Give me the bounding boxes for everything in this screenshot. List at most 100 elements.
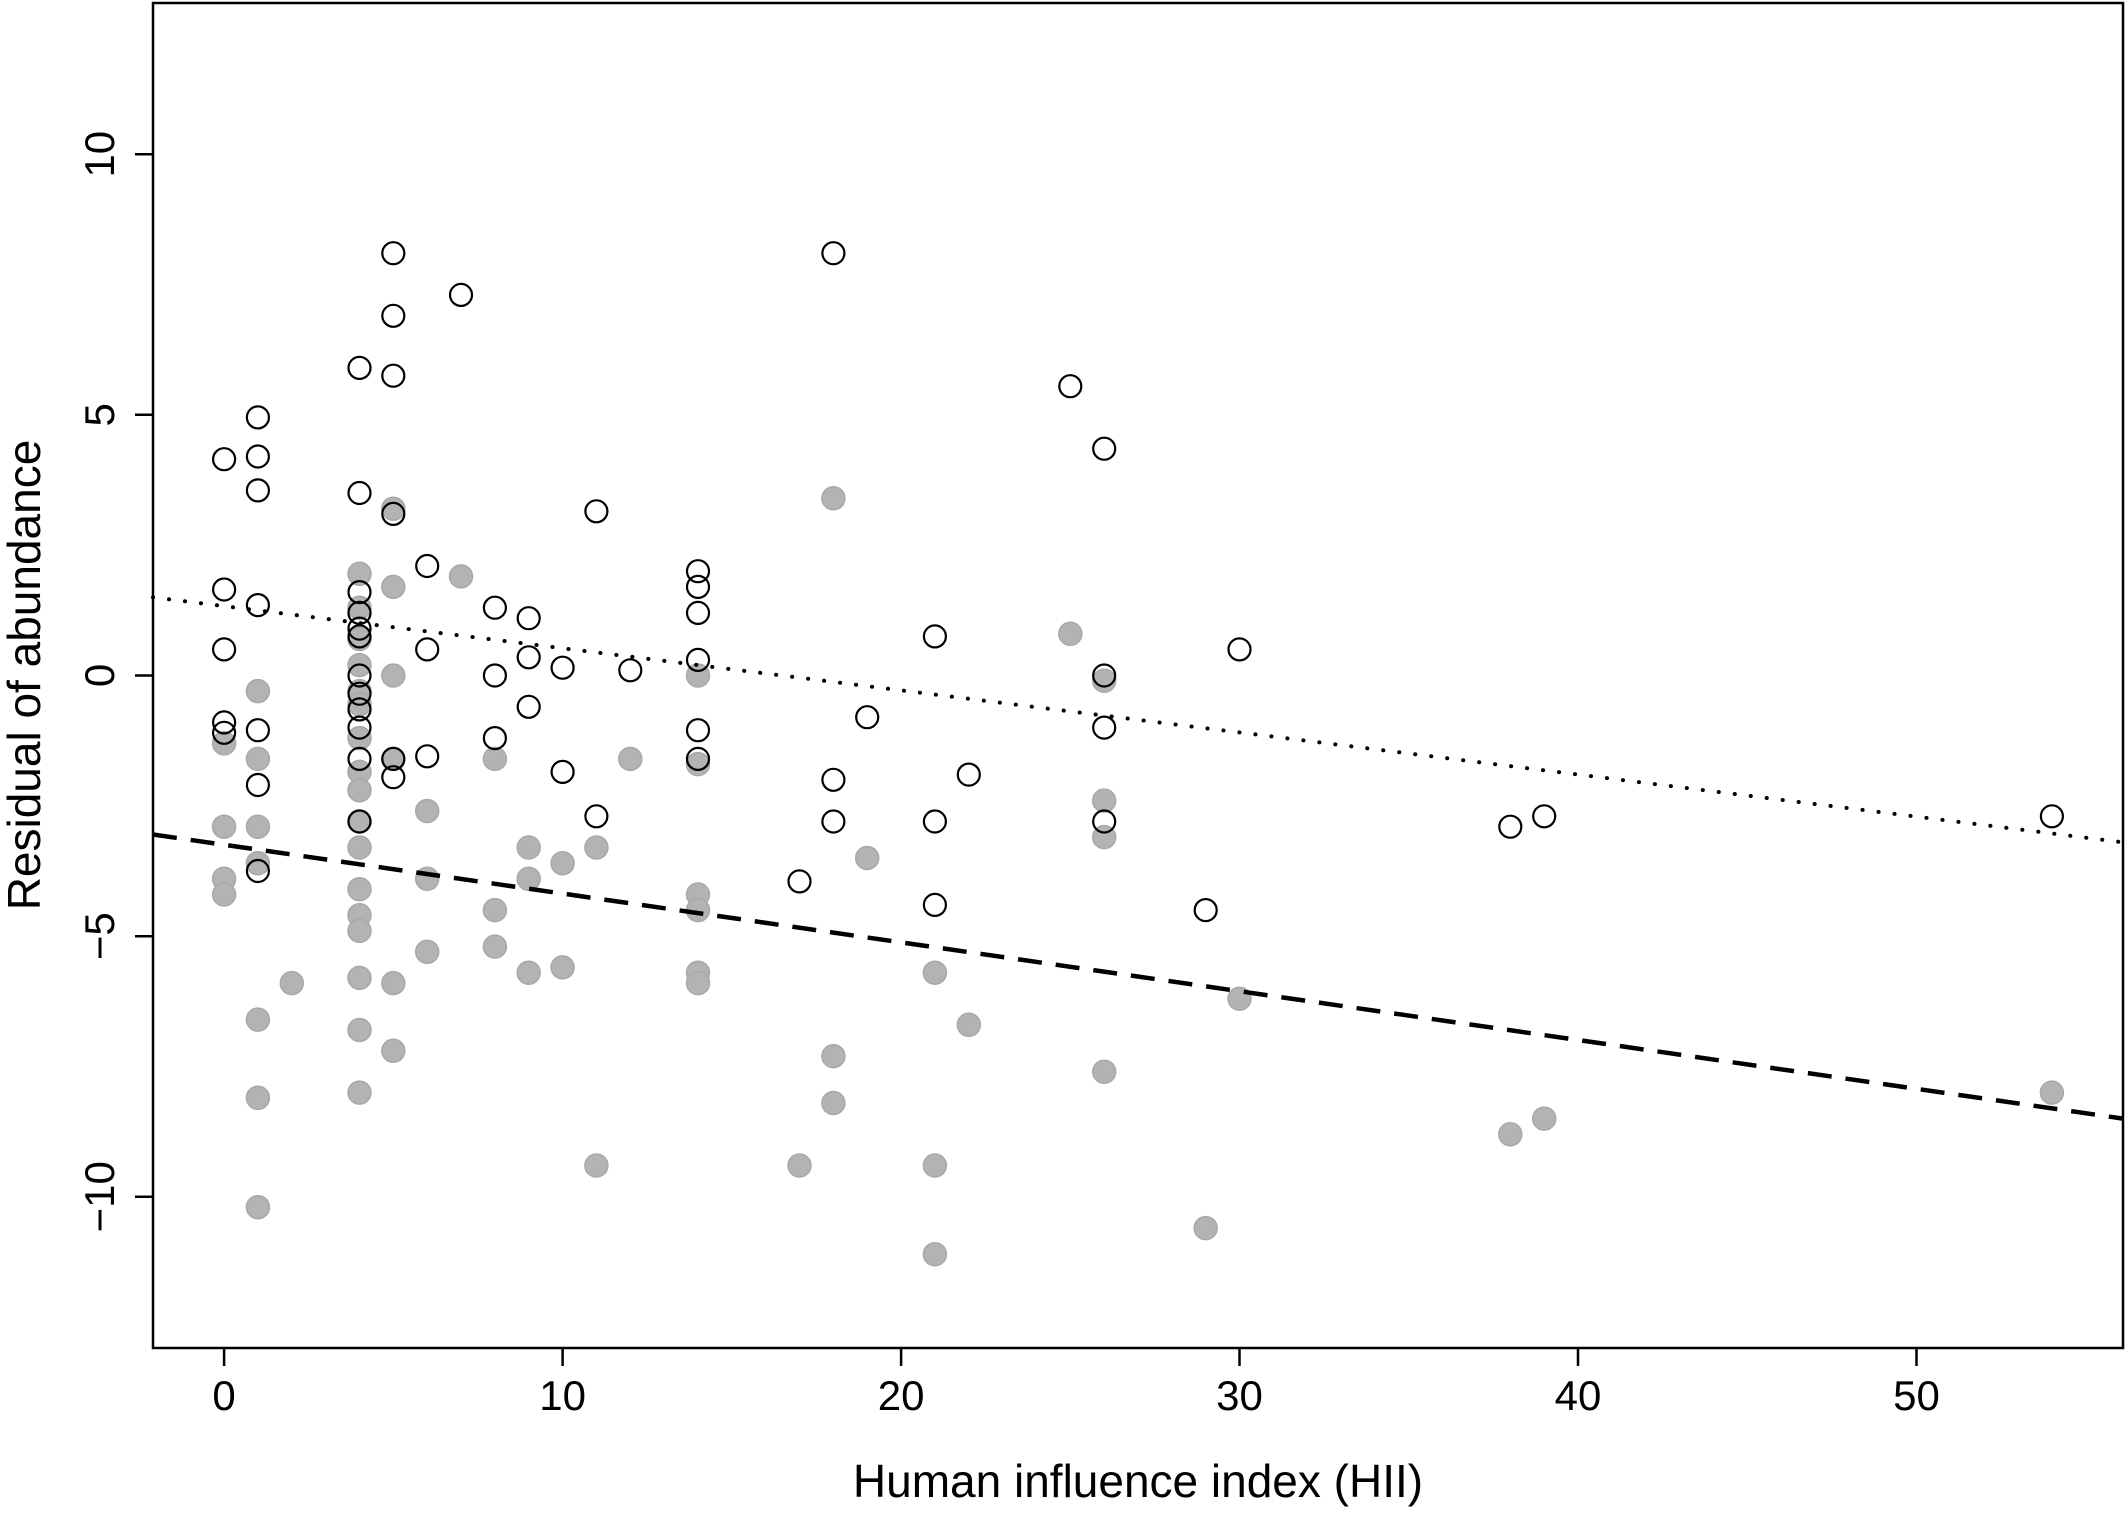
open-circle-point xyxy=(956,762,981,787)
filled-circle-point xyxy=(821,1090,846,1116)
filled-circle-point xyxy=(414,798,440,824)
open-circle-point xyxy=(347,681,372,706)
filled-circle-point xyxy=(381,496,406,521)
open-circle-point xyxy=(685,647,711,673)
filled-circle-point xyxy=(381,574,406,600)
x-tick-label: 20 xyxy=(878,1372,925,1419)
filled-circle-point xyxy=(821,1043,846,1069)
open-circle-point xyxy=(381,303,406,328)
filled-circle-point xyxy=(279,970,305,996)
y-tick-label: −10 xyxy=(76,1161,123,1232)
open-circle-point xyxy=(855,705,880,730)
open-circle-point xyxy=(821,241,846,266)
open-circle-point xyxy=(685,600,711,626)
open-circle-point xyxy=(245,478,270,503)
open-circle-point xyxy=(482,663,507,688)
y-tick-label: 10 xyxy=(76,131,123,178)
filled-circle-point xyxy=(347,835,372,860)
open-circle-point xyxy=(584,804,609,829)
filled-circle-point xyxy=(1091,788,1117,813)
open-circle-point xyxy=(245,592,270,618)
open-circle-point xyxy=(347,616,372,641)
open-circle-point xyxy=(787,869,812,894)
trend-lines-layer xyxy=(151,595,2125,1121)
open-circle-point xyxy=(245,444,270,469)
x-tick-label: 50 xyxy=(1893,1372,1940,1419)
filled-circle-point xyxy=(245,1007,271,1032)
filled-circle-point xyxy=(381,970,406,996)
open-circle-point xyxy=(685,574,711,600)
open-circle-point xyxy=(482,595,507,620)
open-circle-point xyxy=(821,809,846,834)
filled-circle-point xyxy=(347,965,372,991)
filled-circle-point xyxy=(516,835,541,860)
filled-circle-point xyxy=(1531,1106,1557,1131)
open-circle-point xyxy=(381,501,406,527)
filled-circle-point xyxy=(245,1085,271,1111)
y-tick-label: −5 xyxy=(76,912,123,960)
dashed-trend-line xyxy=(152,832,2124,1121)
x-tick-label: 40 xyxy=(1555,1372,1602,1419)
open-circle-point xyxy=(1227,637,1252,662)
open-circle-point xyxy=(618,658,643,683)
filled-circle-point xyxy=(347,777,372,803)
x-axis: 0 10 20 30 40 50 xyxy=(212,1348,1940,1419)
open-circle-point xyxy=(584,499,609,524)
open-circle-point xyxy=(347,697,372,722)
filled-circle-point xyxy=(2039,1080,2065,1105)
open-circle-point xyxy=(245,858,270,884)
filled-circle-point xyxy=(922,1153,948,1178)
open-circle-point xyxy=(212,447,237,472)
open-circle-point xyxy=(550,655,575,680)
open-circle-point xyxy=(212,577,237,602)
open-circle-point xyxy=(685,559,711,584)
open-circle-point xyxy=(347,746,372,772)
open-circle-point xyxy=(212,720,237,745)
open-circle-point xyxy=(685,746,711,772)
open-circle-point xyxy=(922,624,948,649)
filled-circle-point xyxy=(1498,1122,1523,1147)
filled-circle-point xyxy=(685,751,711,777)
y-tick-label: 0 xyxy=(76,664,123,687)
filled-circle-point xyxy=(550,850,575,876)
filled-circle-point xyxy=(211,882,237,907)
open-circle-point xyxy=(212,710,237,735)
filled-circle-point xyxy=(347,1017,372,1043)
filled-circle-point xyxy=(922,1241,948,1267)
open-circle-point xyxy=(245,405,270,430)
x-tick-label: 0 xyxy=(212,1372,235,1419)
open-circle-point xyxy=(415,553,440,579)
open-circle-point xyxy=(415,744,440,769)
filled-circle-point xyxy=(1091,1059,1117,1084)
points-layer xyxy=(211,241,2065,1267)
open-circle-point xyxy=(1058,374,1083,399)
filled-circle-point xyxy=(245,746,271,772)
open-circle-point xyxy=(1092,663,1117,688)
y-axis-title: Residual of abundance xyxy=(0,440,50,911)
open-circle-point xyxy=(1498,814,1523,839)
filled-circle-point xyxy=(448,564,474,589)
open-circle-point xyxy=(347,355,372,380)
filled-circle-point xyxy=(584,835,609,860)
y-axis: −10 −5 0 5 10 xyxy=(76,131,153,1232)
filled-circle-point xyxy=(787,1153,812,1178)
filled-circle-point xyxy=(347,876,372,902)
open-circle-point xyxy=(415,637,440,662)
open-circle-point xyxy=(381,241,406,266)
filled-circle-point xyxy=(821,486,846,511)
open-circle-point xyxy=(1092,809,1117,834)
filled-circle-point xyxy=(482,746,508,772)
open-circle-point xyxy=(448,282,474,307)
open-circle-point xyxy=(821,767,846,792)
x-tick-label: 10 xyxy=(539,1372,586,1419)
open-circle-point xyxy=(550,759,575,785)
filled-circle-point xyxy=(1058,621,1083,647)
filled-circle-point xyxy=(347,561,372,587)
filled-circle-point xyxy=(854,845,880,871)
open-circle-point xyxy=(347,715,372,740)
filled-circle-point xyxy=(482,934,508,959)
open-circle-point xyxy=(347,480,372,506)
open-circle-point xyxy=(1092,436,1117,461)
